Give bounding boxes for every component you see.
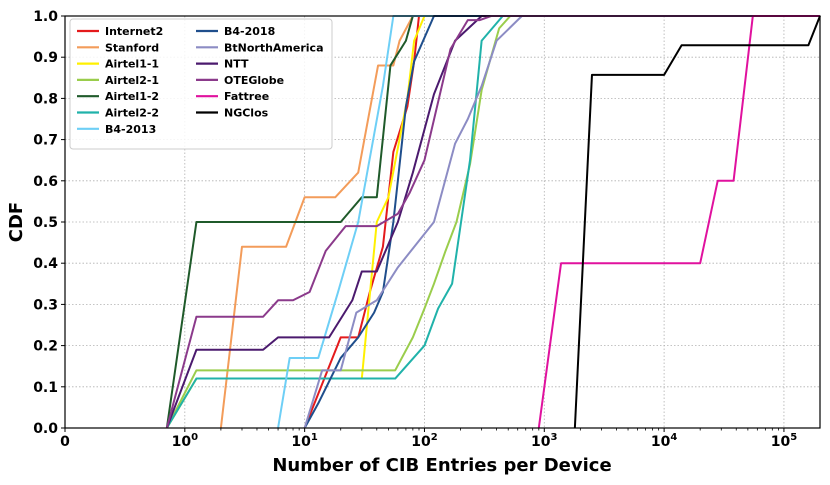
x-axis-title: Number of CIB Entries per Device [272, 455, 611, 476]
y-tick-label: 0.6 [33, 174, 58, 190]
x-tick-label: 0 [60, 434, 70, 450]
y-tick-label: 0.4 [33, 256, 58, 272]
y-tick-label: 1.0 [33, 9, 58, 25]
legend-box [69, 18, 333, 150]
x-tick-label: 104 [651, 432, 677, 450]
x-tick-label: 105 [771, 432, 797, 450]
legend-label: B4-2013 [105, 123, 156, 136]
legend-label: NGClos [224, 107, 269, 120]
y-axis-ticks: 0.0 0.1 0.2 0.3 0.4 0.5 0.6 0.7 0.8 0.9 1.0 [33, 9, 65, 437]
series-line-ngclos [573, 15, 821, 429]
legend: Internet2 Stanford Airtel1-1 Airtel2-1 Airte… [69, 18, 333, 150]
series-line-oteglobe [165, 15, 820, 429]
legend-label: Stanford [105, 41, 159, 54]
y-tick-label: 0.9 [33, 50, 58, 66]
x-tick-label: 103 [531, 432, 557, 450]
x-tick-label: 101 [291, 432, 317, 450]
y-tick-label: 0.7 [33, 133, 58, 149]
legend-label: Airtel1-1 [105, 58, 159, 71]
legend-label: Airtel2-1 [105, 74, 159, 87]
legend-label: BtNorthAmerica [224, 41, 324, 54]
y-tick-label: 0.3 [33, 297, 58, 313]
legend-label: Airtel1-2 [105, 90, 159, 103]
y-axis-title: CDF [6, 202, 27, 242]
y-tick-label: 0.8 [33, 91, 58, 107]
legend-label: B4-2018 [224, 25, 275, 38]
legend-label: OTEGlobe [224, 74, 284, 87]
legend-label: Airtel2-2 [105, 107, 159, 120]
legend-label: Fattree [224, 90, 269, 103]
x-tick-label: 100 [172, 432, 198, 450]
x-axis-ticks: 0 100 101 102 103 104 105 [60, 428, 797, 450]
x-tick-label: 102 [411, 432, 437, 450]
series-line-btnorthamerica [303, 15, 820, 429]
y-tick-label: 0.2 [33, 339, 58, 355]
series-line-airtel2-1 [165, 15, 820, 429]
y-tick-label: 0.1 [33, 380, 58, 396]
y-tick-label: 0.5 [33, 215, 58, 231]
legend-label: NTT [224, 58, 249, 71]
y-tick-label: 0.0 [33, 421, 58, 437]
legend-label: Internet2 [105, 25, 163, 38]
series-line-ntt [165, 15, 820, 429]
